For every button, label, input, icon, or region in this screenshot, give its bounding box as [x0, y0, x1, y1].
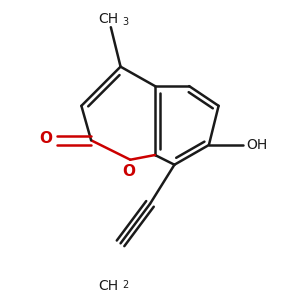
Text: OH: OH — [246, 138, 268, 152]
Text: CH: CH — [98, 12, 118, 26]
Text: 3: 3 — [123, 17, 129, 27]
Text: O: O — [122, 164, 135, 179]
Text: CH: CH — [98, 279, 118, 293]
Text: O: O — [39, 131, 52, 146]
Text: 2: 2 — [122, 280, 128, 290]
